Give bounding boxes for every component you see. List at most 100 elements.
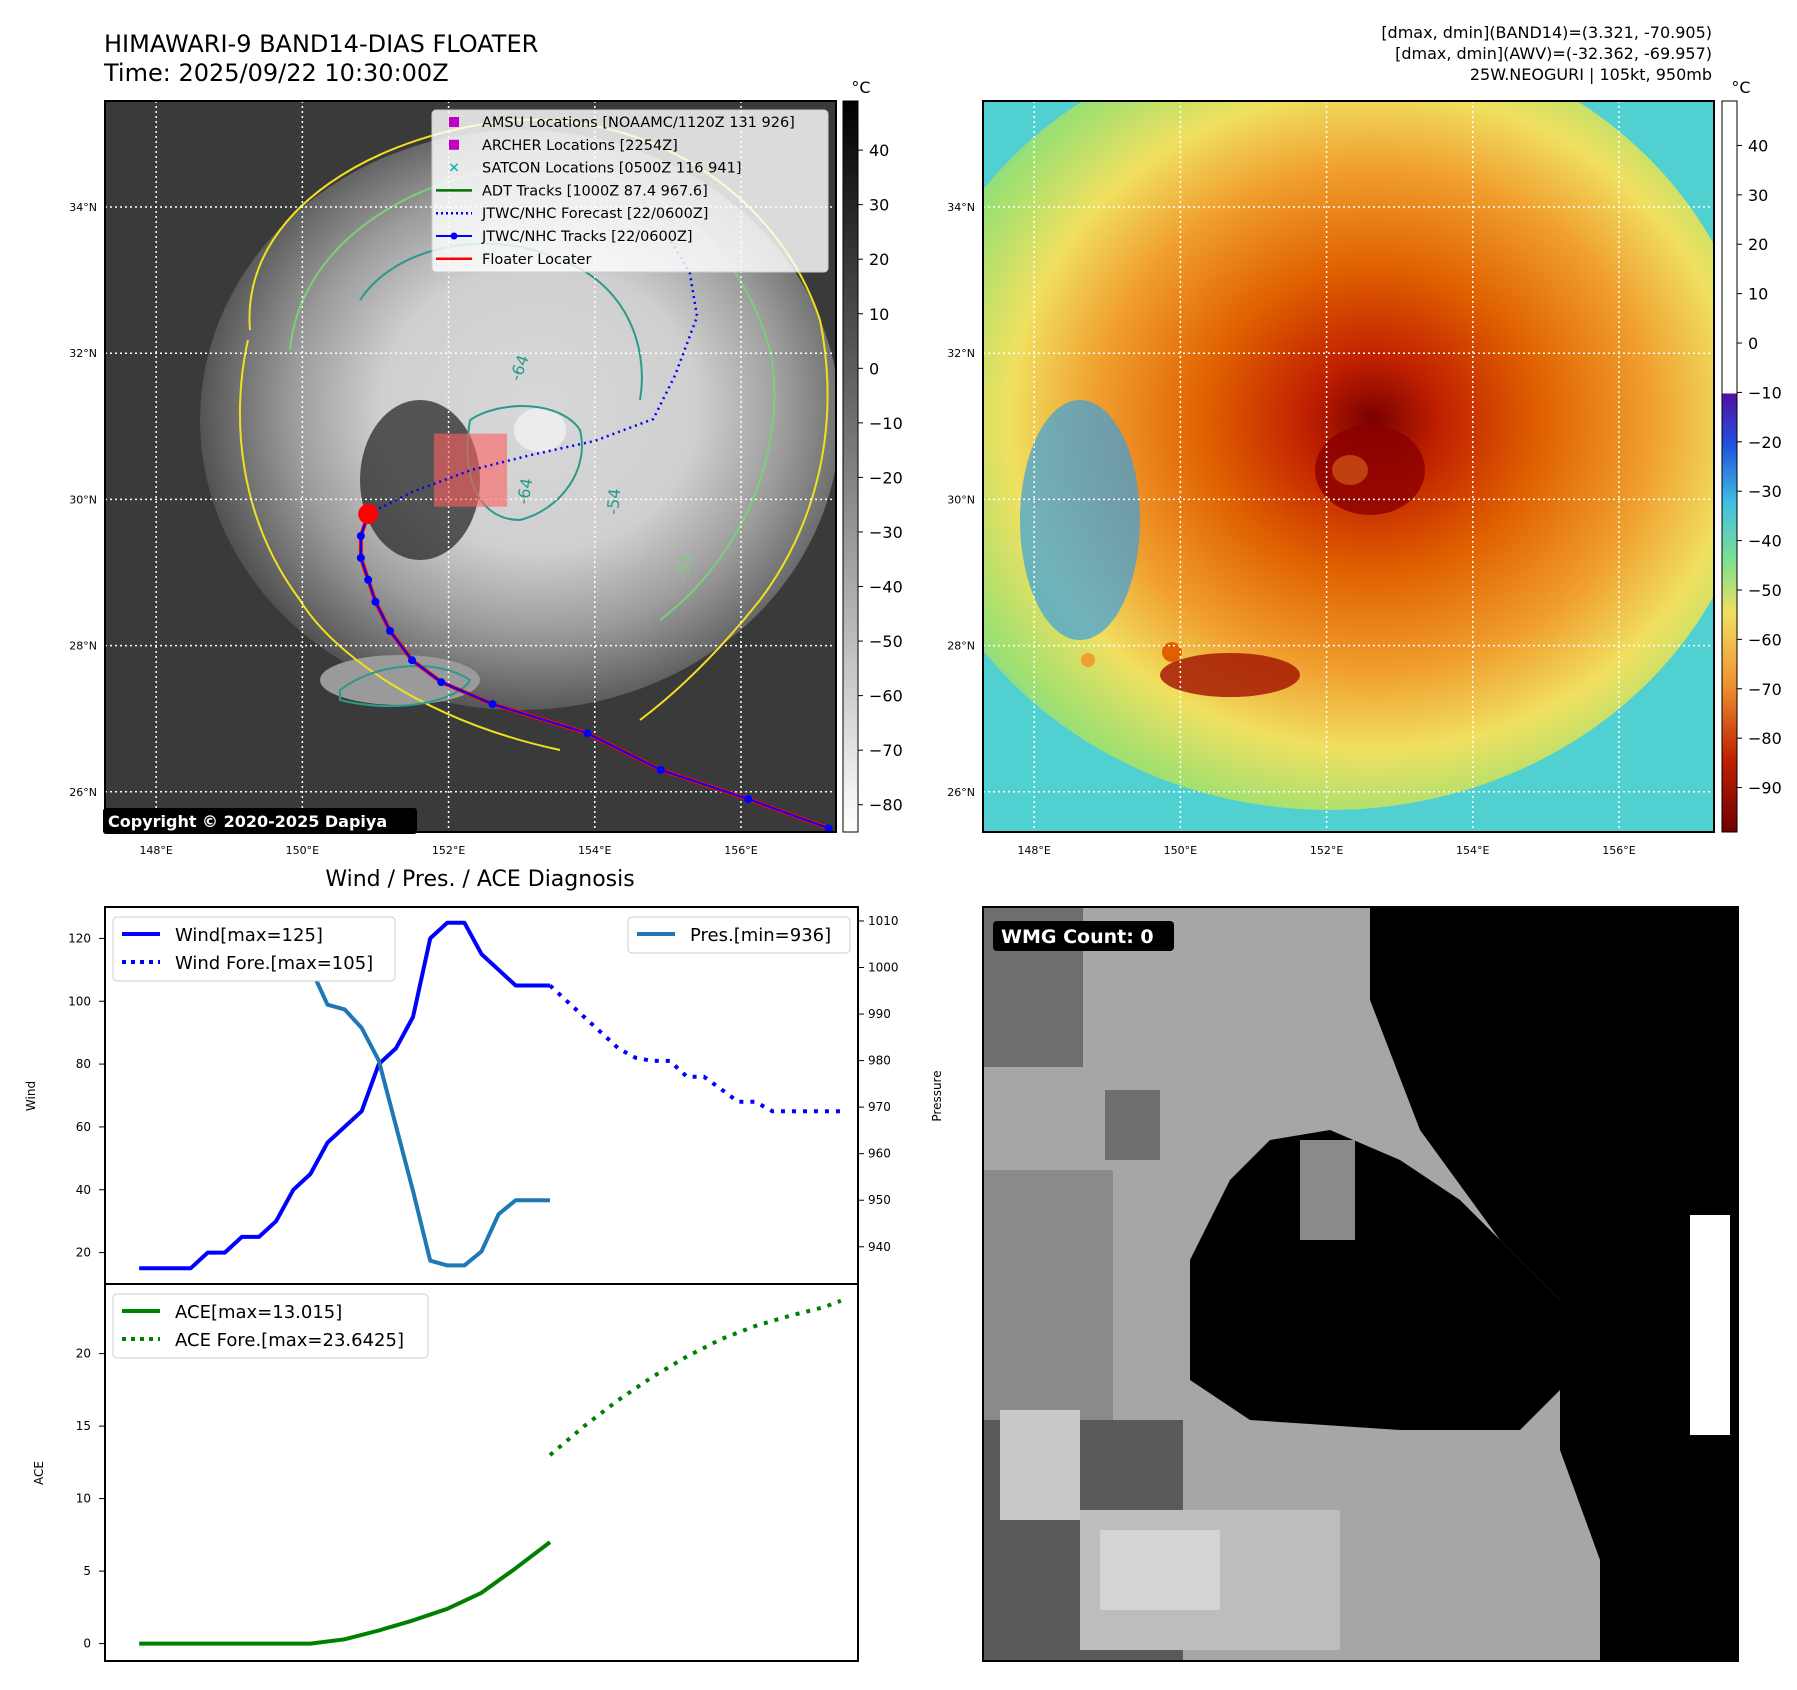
lon-tick-label: 154°E bbox=[578, 844, 611, 857]
y-tick-label: 120 bbox=[68, 931, 91, 945]
wmg-gray-patch-2 bbox=[1300, 1140, 1355, 1240]
lat-tick-label: 32°N bbox=[69, 347, 97, 360]
wmg-gray-patch-1 bbox=[1105, 1090, 1160, 1160]
y-right-tick-label: 950 bbox=[868, 1193, 891, 1207]
awv-eyewall bbox=[1315, 425, 1425, 515]
pres-legend-box bbox=[627, 916, 851, 954]
best-track-point bbox=[824, 824, 833, 832]
colorbar-tick-label: −90 bbox=[1748, 779, 1782, 798]
copyright-box bbox=[103, 808, 417, 834]
lat-tick-label: 28°N bbox=[69, 640, 97, 653]
best-track-point bbox=[583, 729, 592, 738]
lon-tick-label: 154°E bbox=[1456, 844, 1489, 857]
map-tracks bbox=[356, 235, 833, 832]
awv-map: 34°N 32°N 30°N 28°N 26°N 148°E 150°E 152°E 154°E… bbox=[947, 100, 1715, 857]
legend-marker-x: ✕ bbox=[448, 161, 460, 177]
floater-box bbox=[433, 433, 508, 507]
colorbar-tick-label: 20 bbox=[1748, 235, 1768, 254]
wind-fore-legend-label: Wind Fore.[max=105] bbox=[175, 953, 373, 974]
contour-label-3: -54 bbox=[603, 488, 624, 516]
best-track-point bbox=[371, 597, 380, 606]
series-line bbox=[139, 920, 550, 1271]
colorbar-tick-label: 0 bbox=[869, 359, 879, 378]
ace-chart: ACE 0 5 10 15 20 ACE[max=13.015] ACE Fore.[m… bbox=[32, 1283, 859, 1662]
colorbar-tick-label: −10 bbox=[1748, 383, 1782, 402]
band14-colorbar: °C 40 30 20 10 0 −10 −20 −30 −40 −50 −60 −70 −80 bbox=[842, 78, 903, 833]
legend-entry-label: JTWC/NHC Tracks [22/0600Z] bbox=[481, 229, 693, 245]
colorbar-tick-label: −10 bbox=[869, 414, 903, 433]
legend-entry-label: ARCHER Locations [2254Z] bbox=[482, 138, 678, 154]
awv-frame bbox=[982, 100, 1715, 833]
y-right-tick-label: 960 bbox=[868, 1147, 891, 1161]
lon-tick-label: 148°E bbox=[139, 844, 172, 857]
awv-colorbar-unit: °C bbox=[1731, 78, 1750, 97]
ace-legend: ACE[max=13.015] ACE Fore.[max=23.6425] bbox=[112, 1293, 429, 1359]
contour-teal-band bbox=[339, 665, 472, 708]
series-line bbox=[548, 1298, 842, 1457]
wmg-dark-core bbox=[1190, 1130, 1560, 1430]
y-tick-label: 10 bbox=[76, 1492, 91, 1506]
best-track-point bbox=[488, 700, 497, 709]
colorbar-tick-label: −30 bbox=[1748, 482, 1782, 501]
eye-region bbox=[514, 408, 566, 452]
current-position-marker bbox=[358, 504, 379, 525]
colorbar-tick-label: −30 bbox=[869, 523, 903, 542]
colorbar-tick-label: −70 bbox=[1748, 680, 1782, 699]
y-tick-label: 60 bbox=[76, 1120, 91, 1134]
awv-band bbox=[1160, 653, 1300, 697]
colorbar-tick-label: −50 bbox=[869, 632, 903, 651]
wmg-frame bbox=[982, 906, 1739, 1662]
legend-marker-square bbox=[449, 117, 459, 127]
colorbar-tick-label: −40 bbox=[869, 578, 903, 597]
band14-map: 34°N 32°N 30°N 28°N 26°N 148°E 150°E 152°E 154°E… bbox=[69, 100, 837, 857]
legend-marker-dot bbox=[450, 232, 458, 240]
storm-info: 25W.NEOGURI | 105kt, 950mb bbox=[1470, 65, 1712, 84]
legend-entry-label: ADT Tracks [1000Z 87.4 967.6] bbox=[482, 183, 708, 199]
legend-entry-label: Floater Locater bbox=[482, 252, 591, 268]
y-tick-label: 20 bbox=[76, 1347, 91, 1361]
y-right-tick-label: 1000 bbox=[868, 961, 899, 975]
wmg-light-sw bbox=[1000, 1410, 1080, 1520]
ace-legend-label: ACE[max=13.015] bbox=[175, 1302, 342, 1323]
best-track-point bbox=[437, 678, 446, 687]
y-right-tick-label: 980 bbox=[868, 1054, 891, 1068]
colorbar-tick-label: 40 bbox=[869, 141, 889, 160]
legend-entry-label: JTWC/NHC Forecast [22/0600Z] bbox=[481, 206, 708, 222]
y-right-tick-label: 970 bbox=[868, 1100, 891, 1114]
ace-axis-label: ACE bbox=[32, 1461, 46, 1485]
colorbar-tick-label: −40 bbox=[1748, 532, 1782, 551]
colorbar-tick-label: 20 bbox=[869, 250, 889, 269]
lat-tick-label: 28°N bbox=[947, 640, 975, 653]
colorbar-tick-label: −80 bbox=[1748, 729, 1782, 748]
series-line bbox=[139, 1540, 552, 1646]
wind-legend-box bbox=[112, 916, 396, 982]
lon-tick-label: 156°E bbox=[724, 844, 757, 857]
best-track-point bbox=[408, 656, 417, 665]
wmg-panel: WMG Count: 0 bbox=[982, 906, 1739, 1662]
awv-cell-1 bbox=[1162, 642, 1182, 662]
colorbar-tick-label: −80 bbox=[869, 796, 903, 815]
awv-dry-west bbox=[1020, 400, 1140, 640]
awv-field bbox=[983, 101, 1714, 810]
wmg-lighter-s bbox=[1100, 1530, 1220, 1610]
colorbar-gray bbox=[842, 100, 859, 833]
best-track-point bbox=[364, 575, 373, 584]
lat-tick-label: 30°N bbox=[69, 493, 97, 506]
lon-tick-label: 152°E bbox=[432, 844, 465, 857]
lon-tick-label: 148°E bbox=[1017, 844, 1050, 857]
y-tick-label: 15 bbox=[76, 1419, 91, 1433]
wind-pressure-chart: Wind Pressure 20 40 60 80 100 120 940 950 960 970… bbox=[24, 906, 944, 1285]
best-track-point bbox=[356, 531, 365, 540]
stats-band14: [dmax, dmin](BAND14)=(3.321, -70.905) bbox=[1381, 23, 1712, 42]
y-tick-label: 0 bbox=[83, 1637, 91, 1651]
band14-frame bbox=[104, 100, 837, 833]
lat-tick-label: 26°N bbox=[947, 786, 975, 799]
legend-marker-square bbox=[449, 139, 459, 150]
wmg-dark-east bbox=[1370, 907, 1738, 1661]
pres-legend-label: Pres.[min=936] bbox=[690, 925, 831, 946]
y-tick-label: 20 bbox=[76, 1246, 91, 1260]
wind-axis-label: Wind bbox=[24, 1081, 38, 1111]
wind-legend-label: Wind[max=125] bbox=[175, 925, 323, 946]
series-line bbox=[548, 984, 841, 1114]
figure-title: HIMAWARI-9 BAND14-DIAS FLOATER bbox=[104, 30, 538, 58]
